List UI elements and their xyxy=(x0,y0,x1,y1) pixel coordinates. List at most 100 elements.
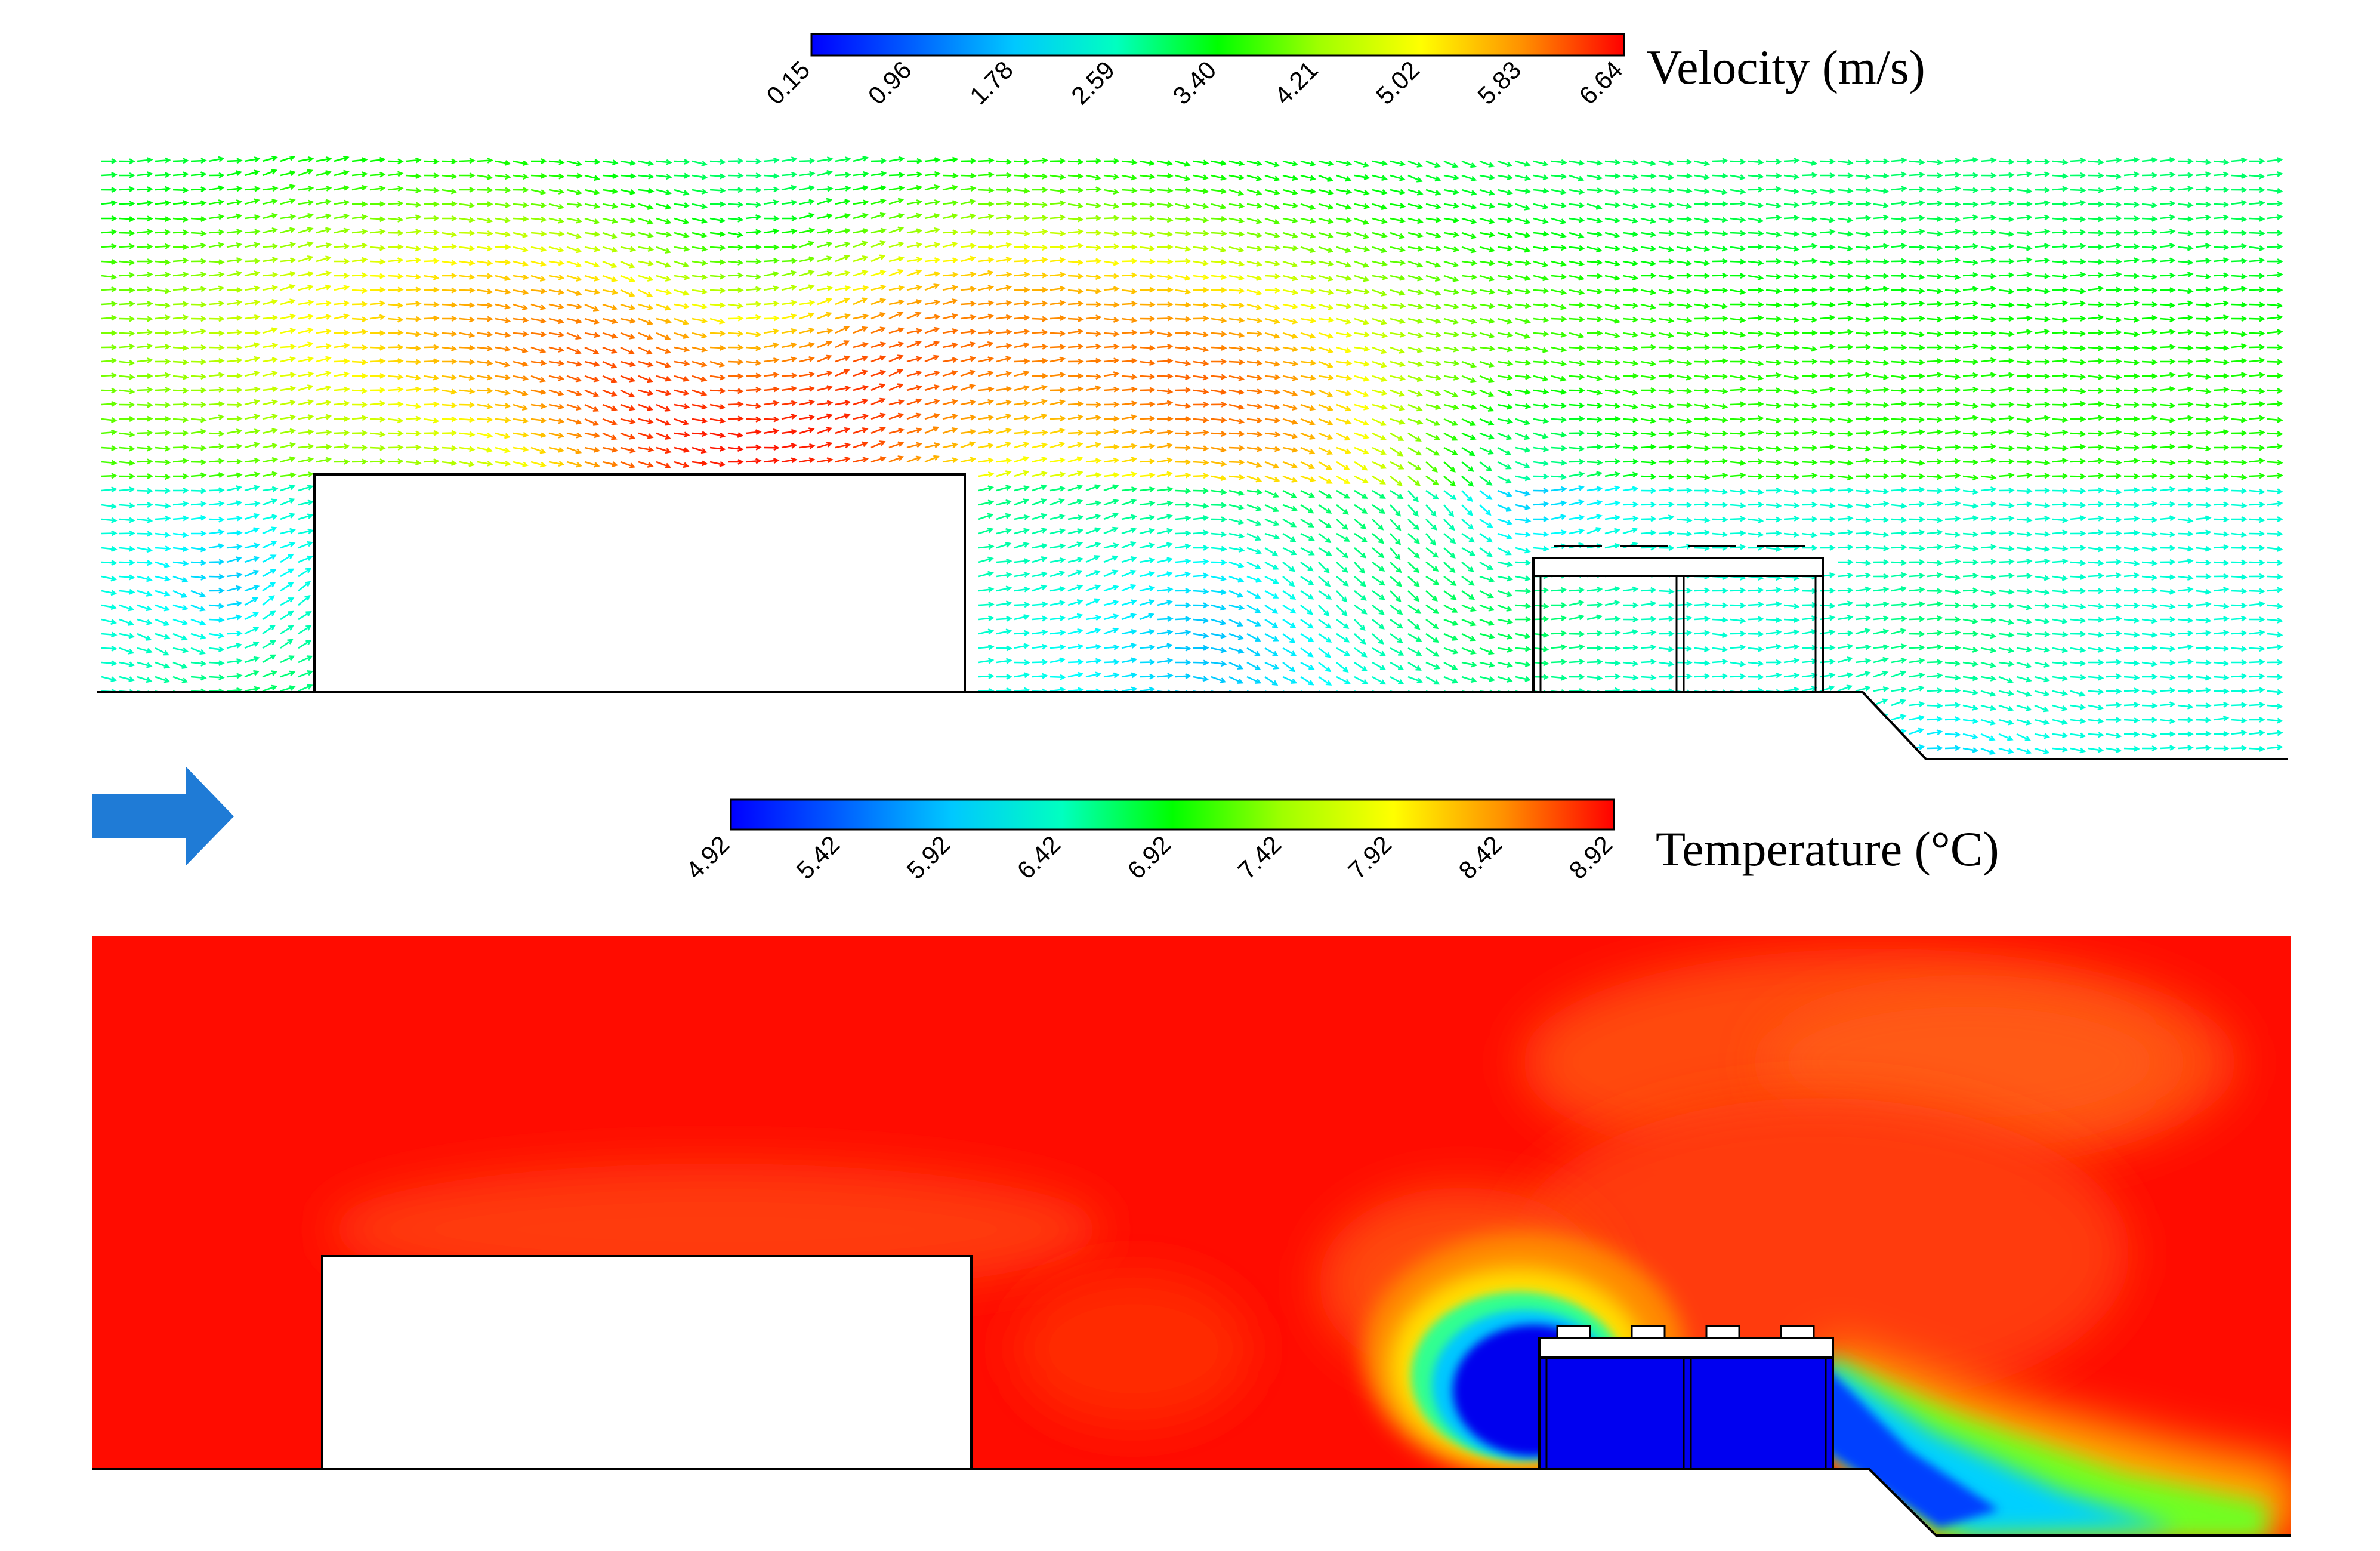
velocity-vector xyxy=(1640,718,1657,724)
velocity-vector xyxy=(1873,644,1890,650)
velocity-vector xyxy=(1014,456,1030,463)
velocity-vector xyxy=(1819,217,1836,223)
velocity-vector xyxy=(996,343,1012,349)
velocity-vector xyxy=(2141,301,2158,308)
velocity-vector xyxy=(1569,587,1585,593)
velocity-vector xyxy=(477,387,493,394)
velocity-vector xyxy=(208,272,225,278)
velocity-vector xyxy=(387,273,404,279)
velocity-vector xyxy=(226,572,243,578)
velocity-vector xyxy=(1121,187,1138,194)
velocity-vector xyxy=(763,732,780,738)
velocity-vector xyxy=(2052,357,2069,364)
velocity-vector xyxy=(1515,203,1531,211)
velocity-vector xyxy=(1765,431,1782,437)
velocity-vector xyxy=(2034,158,2051,165)
velocity-vector xyxy=(1586,527,1602,535)
velocity-vector xyxy=(584,231,601,238)
velocity-vector xyxy=(2177,300,2194,306)
velocity-vector xyxy=(978,442,995,449)
velocity-vector xyxy=(2231,516,2248,522)
velocity-vector xyxy=(1891,359,1907,366)
velocity-vector xyxy=(1103,230,1120,237)
velocity-vector xyxy=(280,685,296,692)
velocity-vector xyxy=(1927,331,1943,337)
velocity-vector xyxy=(584,189,601,195)
velocity-vector xyxy=(924,314,941,320)
velocity-vector xyxy=(1712,702,1728,708)
velocity-vector xyxy=(1067,288,1084,294)
velocity-vector xyxy=(996,427,1012,434)
velocity-vector xyxy=(2088,216,2104,223)
velocity-vector xyxy=(620,202,637,209)
velocity-vector xyxy=(1139,374,1156,380)
velocity-vector xyxy=(119,588,135,595)
velocity-vector xyxy=(1193,559,1209,565)
velocity-vector xyxy=(1748,660,1764,667)
velocity-vector xyxy=(2177,186,2194,192)
velocity-vector xyxy=(2195,645,2212,652)
velocity-vector xyxy=(1801,429,1818,436)
velocity-vector xyxy=(262,343,279,349)
velocity-vector xyxy=(1193,747,1209,754)
velocity-vector xyxy=(584,731,601,738)
velocity-vector xyxy=(799,356,815,363)
velocity-vector xyxy=(1443,275,1459,282)
velocity-vector xyxy=(1569,174,1585,182)
velocity-vector xyxy=(387,716,404,722)
velocity-vector xyxy=(2195,502,2212,508)
velocity-vector xyxy=(1175,472,1191,479)
velocity-vector xyxy=(387,417,404,424)
velocity-vector xyxy=(2231,673,2248,679)
velocity-vector xyxy=(888,312,904,320)
velocity-vector xyxy=(1998,747,2014,754)
velocity-vector xyxy=(1497,633,1513,640)
velocity-vector xyxy=(2267,744,2283,751)
velocity-vector xyxy=(1748,747,1764,753)
velocity-vector xyxy=(190,574,207,581)
velocity-vector xyxy=(1586,614,1603,621)
velocity-vector xyxy=(1425,217,1442,223)
velocity-vector xyxy=(1425,661,1441,670)
velocity-vector xyxy=(1354,160,1370,168)
velocity-vector xyxy=(1264,346,1281,352)
velocity-vector xyxy=(1264,245,1281,251)
velocity-vector xyxy=(1998,216,2015,223)
velocity-vector xyxy=(1318,676,1332,686)
velocity-vector xyxy=(1354,275,1370,282)
velocity-vector xyxy=(2267,431,2283,437)
velocity-vector xyxy=(208,357,225,364)
velocity-vector xyxy=(906,412,922,420)
velocity-vector xyxy=(1067,514,1084,521)
velocity-vector xyxy=(870,456,887,463)
velocity-vector xyxy=(942,717,959,723)
velocity-vector xyxy=(172,417,189,423)
velocity-vector xyxy=(2249,588,2265,594)
velocity-vector xyxy=(674,731,690,738)
velocity-vector xyxy=(1228,647,1245,654)
velocity-vector xyxy=(1819,200,1836,206)
velocity-vector xyxy=(2177,245,2194,251)
velocity-vector xyxy=(2213,444,2230,451)
velocity-vector xyxy=(1586,746,1603,753)
velocity-vector xyxy=(2070,502,2086,508)
velocity-tick-label: 3.40 xyxy=(1167,55,1221,110)
velocity-vector xyxy=(1694,303,1711,309)
velocity-vector xyxy=(1658,530,1675,536)
velocity-vector xyxy=(405,316,422,322)
velocity-vector xyxy=(1443,403,1459,411)
velocity-vector xyxy=(1139,486,1156,492)
velocity-vector xyxy=(2052,345,2069,351)
velocity-vector xyxy=(745,286,762,292)
velocity-vector xyxy=(1909,274,1925,280)
velocity-vector xyxy=(1032,372,1048,379)
velocity-vector xyxy=(924,326,940,334)
velocity-vector xyxy=(1390,618,1403,629)
velocity-vector xyxy=(1461,432,1477,440)
velocity-vector xyxy=(1748,473,1764,480)
velocity-vector xyxy=(996,558,1012,565)
velocity-vector xyxy=(1228,317,1245,323)
velocity-vector xyxy=(1962,675,1979,682)
velocity-vector xyxy=(1246,575,1262,583)
velocity-vector xyxy=(1640,587,1657,593)
